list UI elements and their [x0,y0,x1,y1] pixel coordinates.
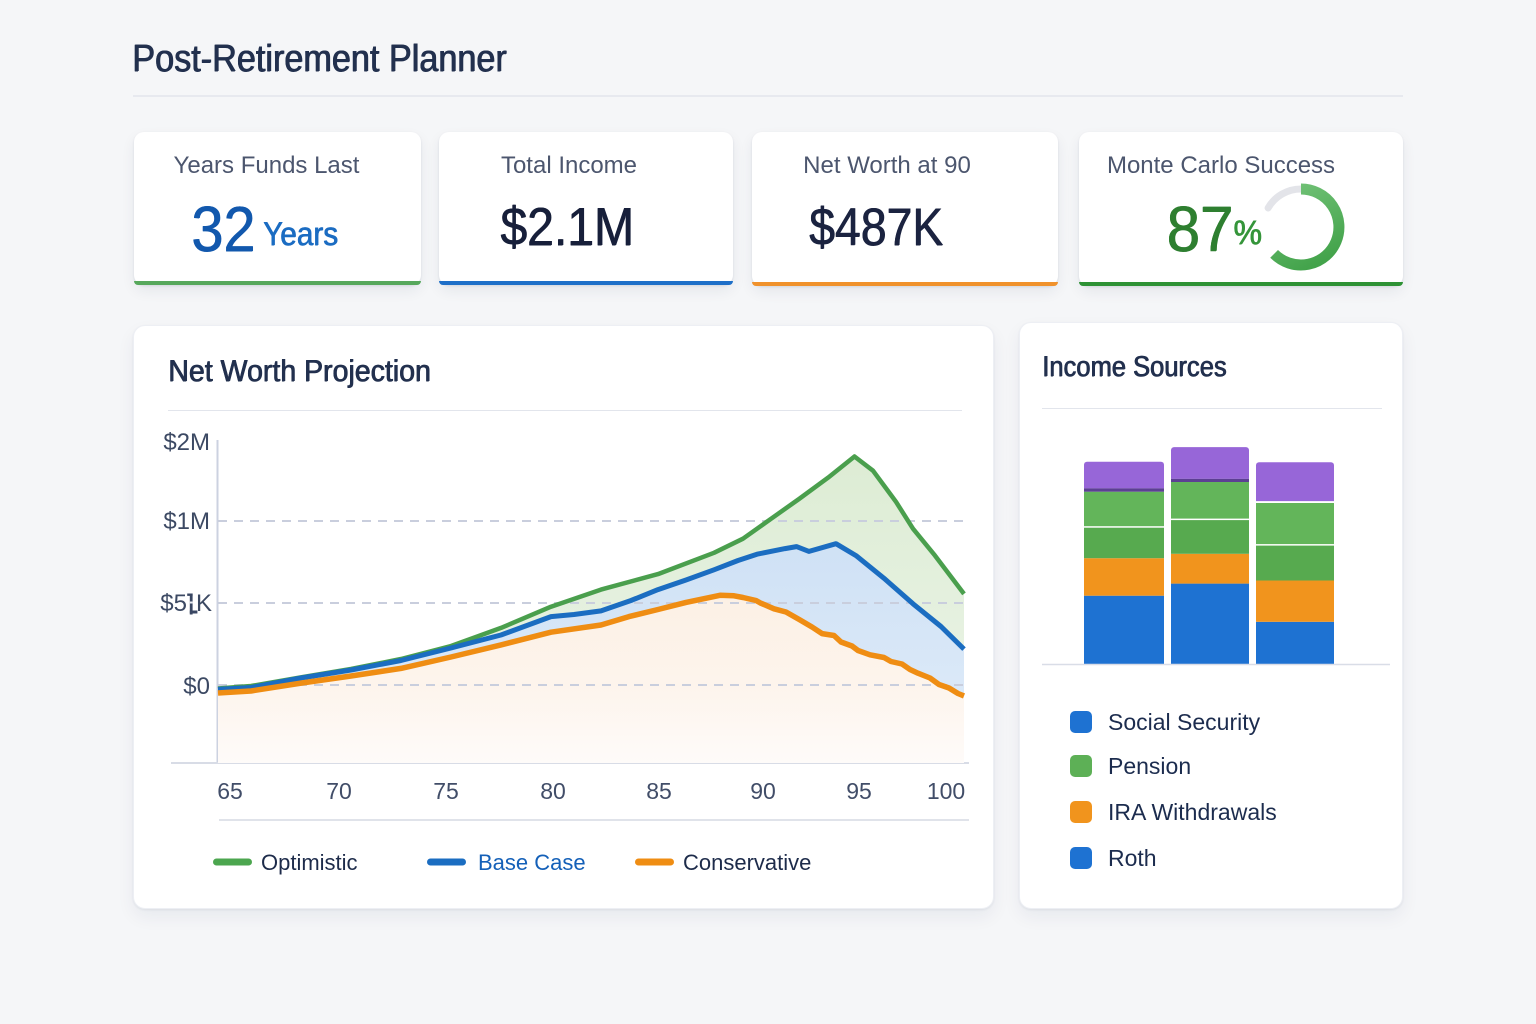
svg-text:65: 65 [217,778,243,804]
svg-text:$5: $5 [160,590,187,617]
svg-text:IRA Withdrawals: IRA Withdrawals [1108,799,1277,825]
svg-text:Optimistic: Optimistic [261,850,358,875]
svg-text:95: 95 [846,778,872,804]
svg-text:Pension: Pension [1108,753,1191,779]
svg-text:Social Security: Social Security [1108,709,1261,735]
svg-text:$2M: $2M [163,429,210,456]
svg-text:$0: $0 [183,673,210,700]
svg-text:K: K [196,590,212,617]
svg-text:90: 90 [750,778,776,804]
svg-text:70: 70 [326,778,352,804]
svg-text:$1M: $1M [163,508,210,535]
svg-text:Conservative: Conservative [683,850,811,875]
svg-text:Roth: Roth [1108,845,1157,871]
svg-text:85: 85 [646,778,672,804]
svg-text:75: 75 [433,778,459,804]
svg-text:100: 100 [927,778,965,804]
svg-text:Base Case: Base Case [478,850,586,875]
svg-text:80: 80 [540,778,566,804]
